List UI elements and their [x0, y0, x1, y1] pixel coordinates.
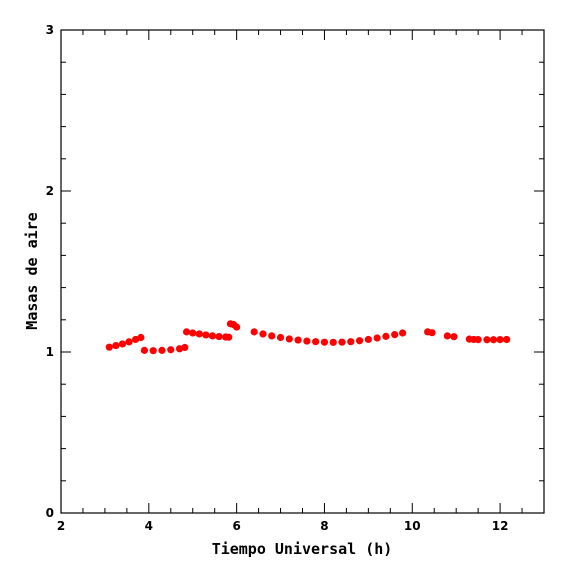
- x-tick-label: 12: [492, 519, 509, 533]
- x-tick-label: 4: [145, 519, 153, 533]
- data-point: [225, 333, 233, 341]
- data-point: [112, 341, 120, 350]
- data-point: [489, 336, 498, 344]
- data-point: [364, 335, 372, 344]
- axis-ticks: [60, 29, 545, 514]
- data-point: [149, 347, 157, 355]
- x-tick-label: 6: [232, 519, 240, 533]
- data-point: [399, 329, 407, 337]
- data-point: [215, 332, 223, 341]
- data-point: [329, 338, 337, 346]
- data-point: [294, 336, 302, 344]
- data-point: [182, 328, 191, 336]
- data-point: [443, 332, 451, 340]
- data-point: [276, 333, 285, 342]
- data-point: [250, 328, 258, 336]
- data-point: [233, 323, 241, 331]
- data-point: [181, 343, 189, 352]
- data-point: [391, 331, 399, 339]
- data-point: [312, 338, 320, 346]
- y-tick-label: 1: [46, 345, 54, 359]
- data-point: [125, 338, 133, 346]
- data-point: [158, 346, 166, 354]
- y-tick-label: 3: [46, 23, 54, 37]
- data-point: [208, 332, 217, 340]
- plot-frame: [60, 29, 545, 514]
- data-point: [105, 343, 113, 351]
- data-point: [347, 338, 355, 346]
- data-point: [483, 336, 491, 344]
- data-point: [496, 336, 504, 344]
- y-tick-label: 2: [46, 184, 54, 198]
- data-point: [285, 335, 293, 343]
- y-tick-label: 0: [46, 506, 54, 520]
- data-point: [137, 333, 145, 342]
- data-point: [450, 333, 458, 341]
- x-tick-label: 10: [404, 519, 421, 533]
- data-point: [195, 330, 203, 338]
- data-point: [140, 346, 149, 354]
- data-point: [428, 329, 436, 337]
- data-point: [503, 335, 511, 344]
- data-point: [202, 331, 210, 339]
- x-tick-label: 8: [320, 519, 328, 533]
- data-point: [373, 334, 381, 342]
- data-point: [118, 340, 127, 348]
- data-point: [355, 337, 364, 345]
- data-point: [189, 329, 197, 337]
- x-axis-label: Tiempo Universal (h): [212, 540, 393, 558]
- data-point: [259, 330, 267, 338]
- data-point: [320, 338, 329, 346]
- data-point: [338, 338, 346, 346]
- data-point: [474, 336, 482, 344]
- x-tick-label: 2: [57, 519, 65, 533]
- data-point: [303, 337, 311, 345]
- data-point: [167, 346, 175, 354]
- data-point: [382, 332, 390, 340]
- data-point: [268, 332, 276, 340]
- data-points: [105, 320, 511, 355]
- y-axis-label: Masas de aire: [23, 212, 41, 329]
